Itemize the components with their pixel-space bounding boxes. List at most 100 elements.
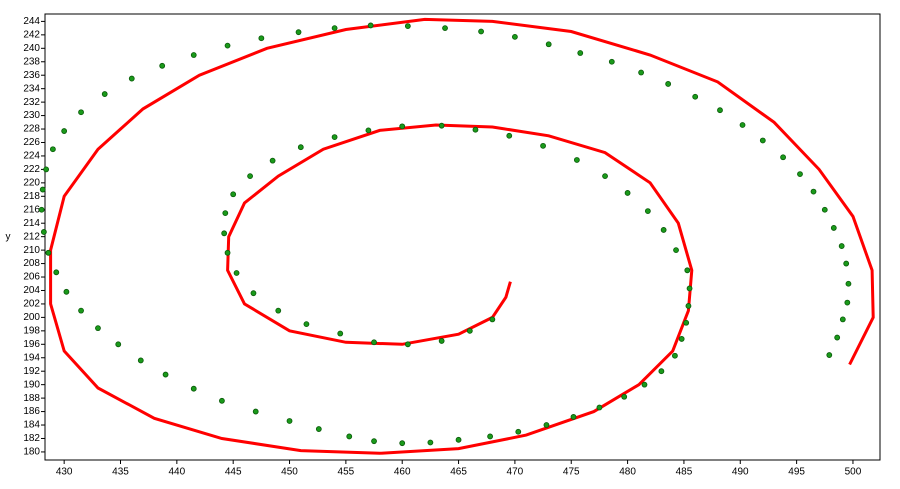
y-tick-label: 182 xyxy=(23,433,40,444)
point xyxy=(660,227,667,233)
point xyxy=(638,69,645,76)
x-tick-label: 465 xyxy=(450,467,467,478)
point xyxy=(838,243,845,249)
point xyxy=(797,171,803,178)
point xyxy=(821,206,828,213)
point xyxy=(515,428,522,435)
point xyxy=(43,166,50,173)
point xyxy=(331,25,338,32)
point xyxy=(190,385,197,392)
point xyxy=(159,62,166,69)
point xyxy=(487,433,494,440)
x-tick-label: 470 xyxy=(507,467,524,478)
point xyxy=(602,173,608,180)
point xyxy=(399,123,406,130)
point xyxy=(230,191,237,198)
point xyxy=(303,321,310,328)
x-tick-label: 485 xyxy=(676,467,693,478)
point xyxy=(331,134,338,141)
point xyxy=(404,23,411,30)
point xyxy=(608,58,615,65)
point xyxy=(371,339,377,346)
y-tick-label: 180 xyxy=(23,447,40,458)
point xyxy=(845,280,852,287)
point xyxy=(438,122,445,129)
y-tick-label: 194 xyxy=(23,352,40,363)
x-tick-label: 440 xyxy=(168,467,185,478)
point xyxy=(570,414,577,420)
x-tick-label: 435 xyxy=(112,467,129,478)
y-tick-label: 242 xyxy=(23,29,40,40)
y-tick-label: 188 xyxy=(23,393,40,404)
point xyxy=(644,208,651,215)
y-tick-label: 234 xyxy=(23,83,40,94)
point xyxy=(247,173,253,180)
point xyxy=(219,397,225,404)
point xyxy=(678,336,685,342)
point xyxy=(95,325,101,332)
y-tick-label: 216 xyxy=(23,204,40,215)
point xyxy=(297,144,304,151)
point xyxy=(233,270,240,276)
y-tick-label: 236 xyxy=(23,70,40,81)
point xyxy=(371,438,377,445)
x-tick-label: 475 xyxy=(563,467,580,478)
point xyxy=(137,357,144,364)
x-tick-label: 495 xyxy=(788,467,805,478)
point xyxy=(780,154,786,161)
y-tick-label: 192 xyxy=(23,366,40,377)
y-tick-label: 210 xyxy=(23,245,40,256)
y-tick-label: 200 xyxy=(23,312,40,323)
point xyxy=(53,269,60,276)
point xyxy=(543,422,550,428)
point xyxy=(222,210,229,217)
point xyxy=(511,33,518,40)
point xyxy=(573,157,580,163)
point xyxy=(692,93,699,100)
point xyxy=(672,352,678,359)
point xyxy=(489,316,496,323)
point xyxy=(250,290,257,297)
point xyxy=(78,109,84,116)
x-tick-label: 445 xyxy=(225,467,242,478)
y-axis-label: y xyxy=(6,232,11,243)
point xyxy=(478,28,484,35)
point xyxy=(658,368,665,375)
point xyxy=(438,338,445,344)
x-tick-label: 490 xyxy=(732,467,749,478)
point xyxy=(830,225,837,231)
x-tick-label: 430 xyxy=(56,467,73,478)
point xyxy=(472,126,479,133)
point xyxy=(40,229,47,235)
point xyxy=(365,127,372,134)
point xyxy=(404,341,411,348)
point xyxy=(258,35,265,42)
point xyxy=(39,186,46,193)
point xyxy=(641,381,648,388)
point xyxy=(466,327,473,334)
y-tick-label: 184 xyxy=(23,420,40,431)
point xyxy=(337,330,344,337)
point xyxy=(101,91,108,97)
x-tick-label: 500 xyxy=(845,467,862,478)
point xyxy=(839,316,846,323)
point xyxy=(346,433,353,440)
y-tick-label: 196 xyxy=(23,339,40,350)
point xyxy=(739,122,746,128)
y-tick-label: 228 xyxy=(23,124,40,135)
point xyxy=(269,157,276,164)
point xyxy=(275,307,282,314)
y-tick-label: 204 xyxy=(23,285,40,296)
point xyxy=(128,75,135,82)
y-tick-label: 186 xyxy=(23,406,40,417)
plot-area xyxy=(44,13,881,461)
point xyxy=(683,319,690,326)
point xyxy=(115,341,122,348)
x-tick-label: 460 xyxy=(394,467,411,478)
y-tick-label: 218 xyxy=(23,191,40,202)
point xyxy=(45,249,52,256)
point xyxy=(621,393,628,400)
point xyxy=(673,247,679,254)
